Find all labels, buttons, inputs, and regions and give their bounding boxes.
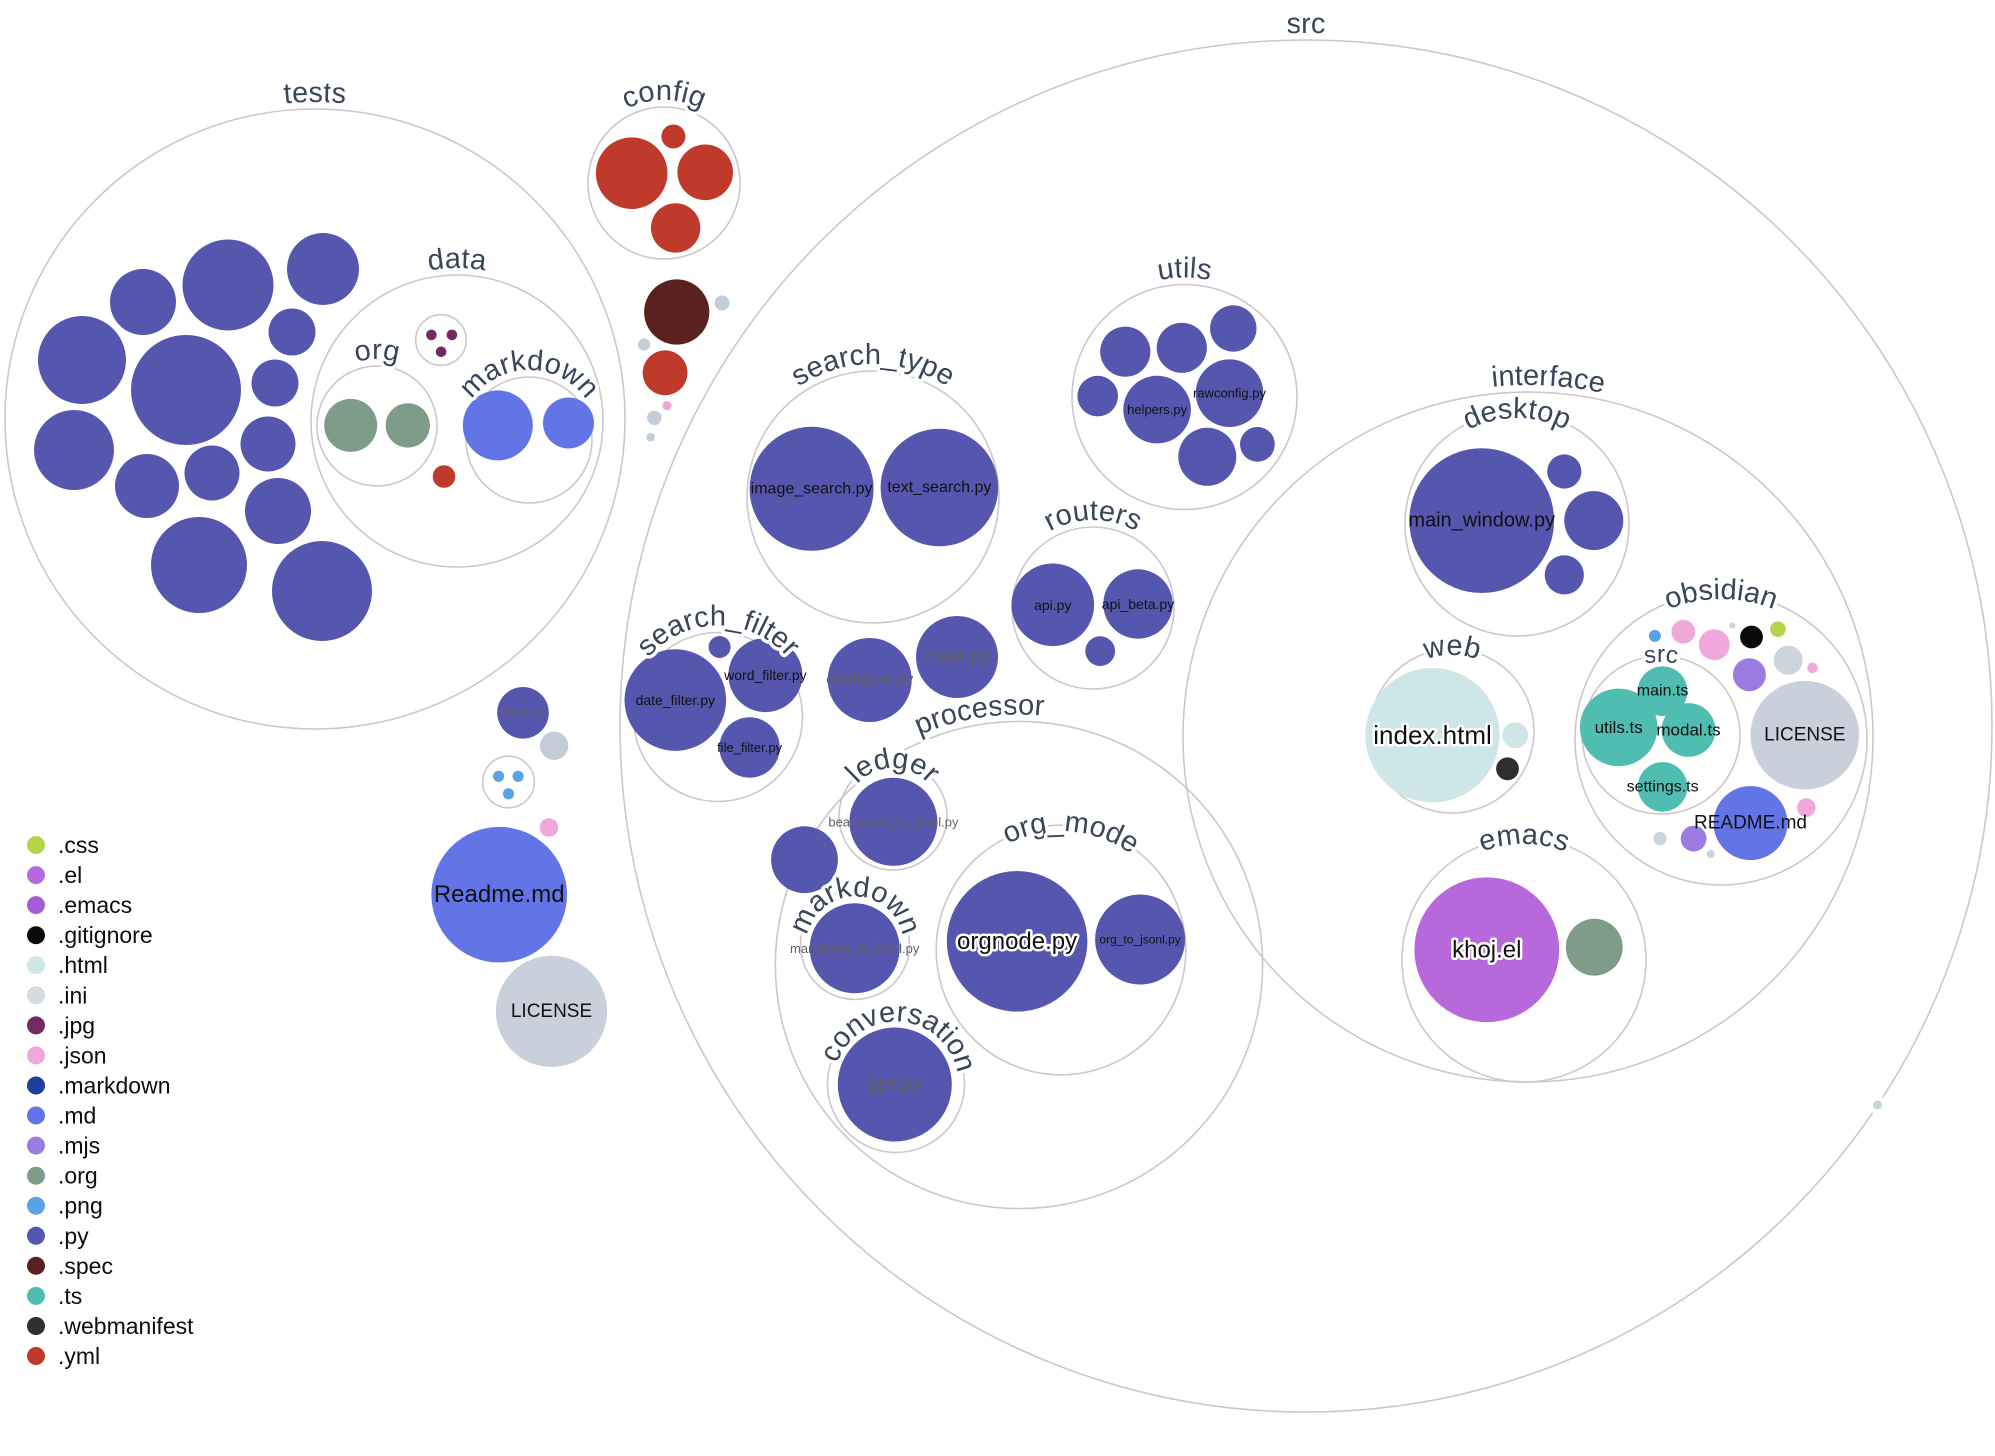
svg-text:word_filter.py: word_filter.py [723, 667, 806, 683]
svg-text:modal.ts: modal.ts [1656, 721, 1720, 740]
svg-text:.png: .png [58, 1193, 103, 1219]
svg-text:setup.py: setup.py [502, 707, 544, 719]
svg-text:beancount_to_jsonl.py: beancount_to_jsonl.py [828, 814, 959, 829]
svg-text:README.md: README.md [1694, 813, 1807, 834]
svg-text:.html: .html [58, 952, 108, 978]
svg-text:gpt.py: gpt.py [868, 1074, 922, 1096]
svg-text:helpers.py: helpers.py [1127, 402, 1187, 417]
svg-text:.emacs: .emacs [58, 892, 132, 918]
svg-text:.el: .el [58, 862, 82, 888]
svg-text:.mjs: .mjs [58, 1133, 100, 1159]
svg-text:.org: .org [58, 1163, 98, 1189]
svg-text:api_beta.py: api_beta.py [1102, 596, 1174, 612]
svg-text:.spec: .spec [58, 1253, 113, 1279]
svg-text:configure.py: configure.py [826, 672, 913, 689]
svg-text:web: web [1420, 630, 1485, 666]
svg-text:index.html: index.html [1373, 720, 1492, 750]
svg-text:src: src [1286, 8, 1325, 40]
svg-text:file_filter.py: file_filter.py [717, 740, 783, 755]
svg-text:image_search.py: image_search.py [751, 480, 873, 497]
svg-text:LICENSE: LICENSE [1764, 725, 1845, 746]
svg-text:markdown_to_jsonl.py: markdown_to_jsonl.py [790, 941, 920, 956]
svg-text:.ts: .ts [58, 1283, 82, 1309]
svg-text:.yml: .yml [58, 1343, 100, 1369]
svg-text:api.py: api.py [1034, 597, 1071, 613]
svg-text:org_to_jsonl.py: org_to_jsonl.py [1099, 933, 1180, 947]
svg-text:LICENSE: LICENSE [511, 1001, 592, 1022]
svg-text:settings.ts: settings.ts [1627, 778, 1699, 795]
svg-text:utils: utils [1155, 252, 1214, 286]
svg-text:org: org [351, 334, 402, 369]
svg-text:config: config [617, 75, 710, 115]
svg-text:rawconfig.py: rawconfig.py [1193, 386, 1266, 401]
svg-text:main.ts: main.ts [1637, 683, 1689, 700]
svg-text:orgnode.py: orgnode.py [957, 928, 1077, 955]
svg-text:.jpg: .jpg [58, 1012, 95, 1038]
svg-text:text_search.py: text_search.py [887, 479, 991, 496]
svg-text:main_window.py: main_window.py [1408, 510, 1555, 532]
svg-text:.gitignore: .gitignore [58, 922, 153, 948]
svg-text:Readme.md: Readme.md [434, 881, 565, 908]
svg-text:.webmanifest: .webmanifest [58, 1313, 194, 1339]
svg-text:src: src [1642, 641, 1679, 669]
svg-text:data: data [426, 243, 490, 278]
svg-text:.json: .json [58, 1042, 107, 1068]
svg-text:utils.ts: utils.ts [1595, 718, 1643, 737]
svg-text:.ini: .ini [58, 982, 87, 1008]
svg-text:.markdown: .markdown [58, 1073, 170, 1099]
svg-text:.py: .py [58, 1223, 89, 1249]
svg-text:main.py: main.py [924, 647, 991, 668]
svg-text:date_filter.py: date_filter.py [636, 692, 715, 708]
svg-text:.md: .md [58, 1103, 96, 1129]
svg-text:khoj.el: khoj.el [1452, 936, 1521, 963]
svg-text:.css: .css [58, 832, 99, 858]
